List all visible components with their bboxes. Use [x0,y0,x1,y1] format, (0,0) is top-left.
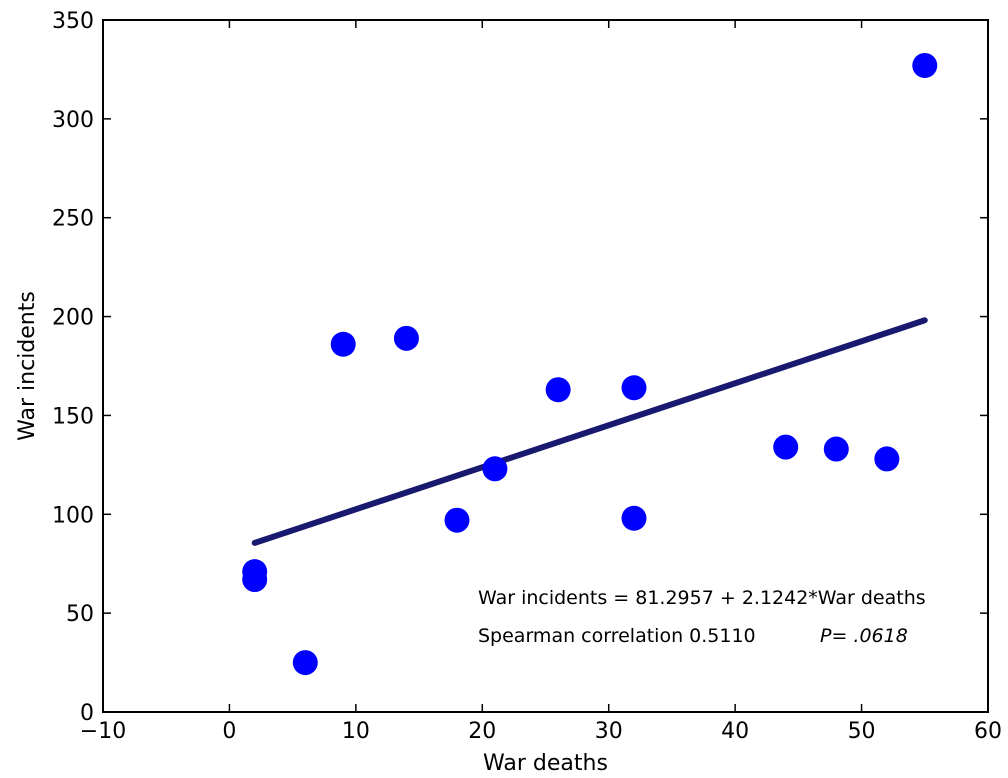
y-tick-label: 250 [52,207,94,232]
x-tick-label: 10 [342,719,370,744]
x-tick-label: 0 [222,719,236,744]
y-tick-label: 300 [52,108,94,133]
y-tick-label: 100 [52,503,94,528]
data-point [292,650,318,676]
data-point [242,567,268,593]
y-tick-label: 200 [52,306,94,331]
points-layer [242,52,938,676]
x-tick-label: 40 [721,719,749,744]
data-point [621,375,647,401]
y-axis-label: War incidents [15,291,40,441]
data-point [330,331,356,357]
y-tick-label: 150 [52,404,94,429]
x-tick-label: 30 [595,719,623,744]
x-axis-label: War deaths [483,751,608,776]
regression-layer [251,317,928,546]
x-tick-label: 50 [848,719,876,744]
y-tick-label: 350 [52,9,94,34]
regression-line [251,317,928,546]
regression-equation-label: War incidents = 81.2957 + 2.1242*War dea… [478,587,926,609]
data-point [482,456,508,482]
x-tick-label: 60 [974,719,1002,744]
correlation-label: Spearman correlation 0.5110 [478,625,756,647]
y-tick-label: 50 [66,602,94,627]
y-tick-label: 0 [80,701,94,726]
p-value-label: P= .0618 [820,625,908,647]
data-point [874,446,900,472]
x-tick-label: −10 [80,719,126,744]
annotations: War incidents = 81.2957 + 2.1242*War dea… [478,587,926,647]
data-point [393,325,419,351]
plot-frame [102,19,989,713]
data-point [773,434,799,460]
x-tick-label: 20 [468,719,496,744]
data-point [621,505,647,531]
data-point [912,52,938,78]
data-point [444,507,470,533]
data-point [545,377,571,403]
data-point [823,436,849,462]
